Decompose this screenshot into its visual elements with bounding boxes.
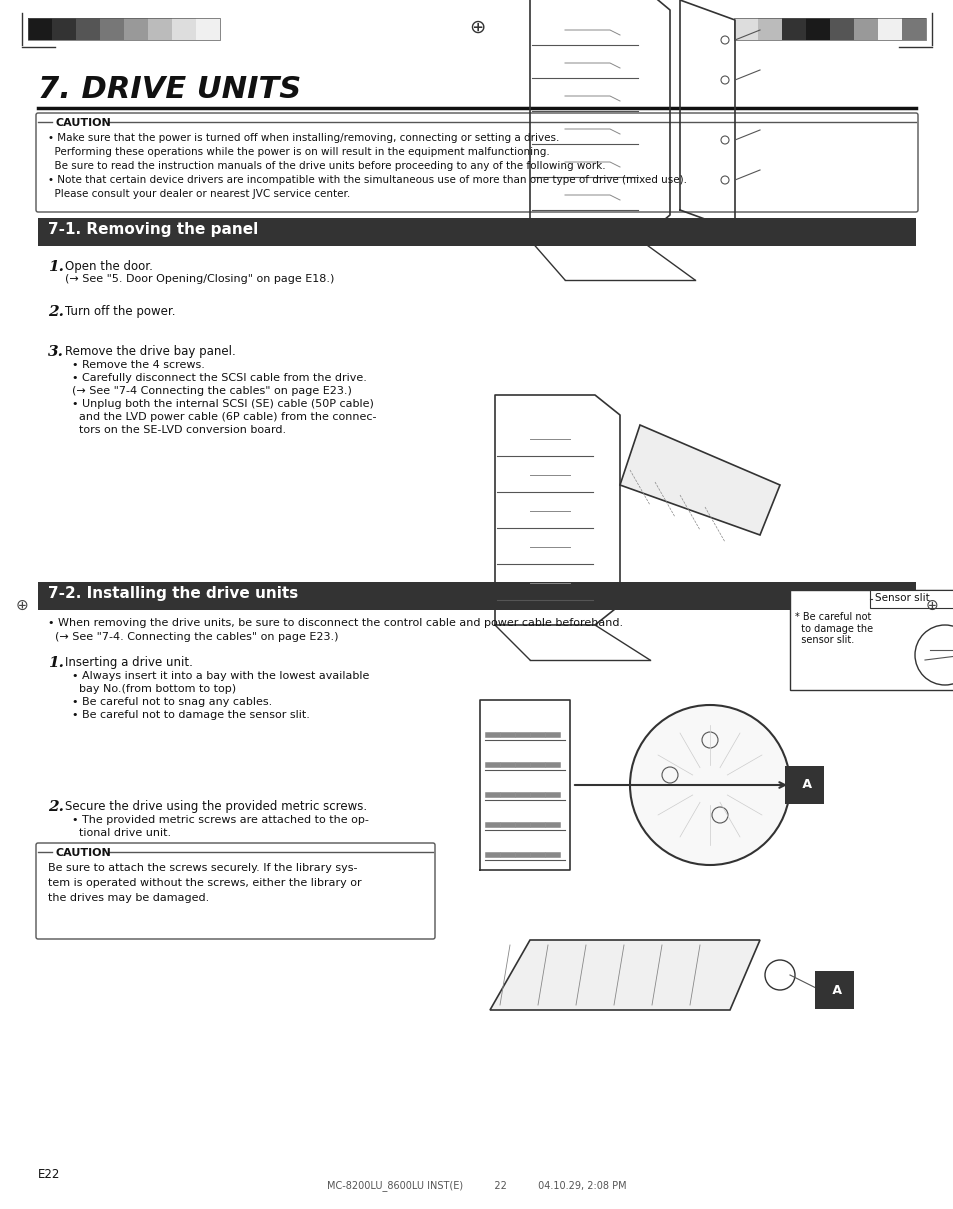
Bar [172,18,195,40]
Bar [853,18,877,40]
Text: • Be careful not to damage the sensor slit.: • Be careful not to damage the sensor sl… [71,710,310,721]
Text: Secure the drive using the provided metric screws.: Secure the drive using the provided metr… [65,800,367,812]
FancyBboxPatch shape [36,843,435,939]
Bar [38,582,915,611]
Bar [28,18,220,40]
Text: Performing these operations while the power is on will result in the equipment m: Performing these operations while the po… [48,147,549,157]
Bar [869,590,953,608]
Text: tors on the SE-LVD conversion board.: tors on the SE-LVD conversion board. [71,426,286,435]
Text: • Carefully disconnect the SCSI cable from the drive.: • Carefully disconnect the SCSI cable fr… [71,374,367,383]
Bar [100,18,124,40]
Bar [733,18,758,40]
Text: MC-8200LU_8600LU INST(E)          22          04.10.29, 2:08 PM: MC-8200LU_8600LU INST(E) 22 04.10.29, 2:… [327,1180,626,1191]
Bar [148,18,172,40]
Text: (→ See "7-4 Connecting the cables" on page E23.): (→ See "7-4 Connecting the cables" on pa… [71,386,352,397]
Circle shape [629,705,789,864]
Text: CAUTION: CAUTION [55,848,111,858]
Text: Remove the drive bay panel.: Remove the drive bay panel. [65,345,235,358]
Text: E22: E22 [38,1168,60,1181]
Bar [28,18,52,40]
Text: • When removing the drive units, be sure to disconnect the control cable and pow: • When removing the drive units, be sure… [48,618,622,627]
Bar [38,218,915,245]
Text: • Be careful not to snag any cables.: • Be careful not to snag any cables. [71,698,272,707]
Text: A: A [827,983,841,996]
Text: 3.: 3. [48,345,64,359]
Text: Open the door.: Open the door. [65,260,152,273]
Bar [758,18,781,40]
Text: tem is operated without the screws, either the library or: tem is operated without the screws, eith… [48,878,361,887]
Polygon shape [619,426,780,536]
FancyBboxPatch shape [36,112,917,212]
Bar [901,18,925,40]
Text: (→ See "7-4. Connecting the cables" on page E23.): (→ See "7-4. Connecting the cables" on p… [48,632,338,642]
Text: Be sure to read the instruction manuals of the drive units before proceeding to : Be sure to read the instruction manuals … [48,161,605,170]
Bar [781,18,805,40]
Text: • Unplug both the internal SCSI (SE) cable (50P cable): • Unplug both the internal SCSI (SE) cab… [71,399,374,409]
Text: ⊕: ⊕ [15,597,29,613]
Text: ⊕: ⊕ [924,597,938,613]
Bar [195,18,220,40]
Text: Inserting a drive unit.: Inserting a drive unit. [65,656,193,669]
Text: Sensor slit: Sensor slit [874,592,929,603]
Text: • The provided metric screws are attached to the op-: • The provided metric screws are attache… [71,815,369,825]
Text: 7. DRIVE UNITS: 7. DRIVE UNITS [38,75,301,104]
Text: the drives may be damaged.: the drives may be damaged. [48,893,209,903]
Text: • Always insert it into a bay with the lowest available: • Always insert it into a bay with the l… [71,671,369,681]
Bar [52,18,76,40]
Text: Turn off the power.: Turn off the power. [65,305,175,318]
Text: * Be careful not
  to damage the
  sensor slit.: * Be careful not to damage the sensor sl… [794,612,872,646]
Text: • Make sure that the power is turned off when installing/removing, connecting or: • Make sure that the power is turned off… [48,133,558,143]
Text: CAUTION: CAUTION [55,118,111,128]
Bar [124,18,148,40]
Polygon shape [490,941,760,1010]
Bar [789,590,953,690]
Text: 2.: 2. [48,800,64,814]
Text: 1.: 1. [48,656,64,670]
Bar [76,18,100,40]
Text: Be sure to attach the screws securely. If the library sys-: Be sure to attach the screws securely. I… [48,863,357,873]
Text: ⊕: ⊕ [468,17,485,36]
Bar [805,18,829,40]
Text: • Remove the 4 screws.: • Remove the 4 screws. [71,360,205,370]
Text: 7-2. Installing the drive units: 7-2. Installing the drive units [48,586,298,601]
Bar [829,18,853,40]
Text: 2.: 2. [48,305,64,319]
Text: (→ See "5. Door Opening/Closing" on page E18.): (→ See "5. Door Opening/Closing" on page… [65,274,334,284]
Text: Please consult your dealer or nearest JVC service center.: Please consult your dealer or nearest JV… [48,189,350,199]
Text: • Note that certain device drivers are incompatible with the simultaneous use of: • Note that certain device drivers are i… [48,175,686,185]
Text: A: A [797,779,811,792]
Text: and the LVD power cable (6P cable) from the connec-: and the LVD power cable (6P cable) from … [71,412,376,422]
Text: 1.: 1. [48,260,64,274]
Bar [877,18,901,40]
Bar [733,18,925,40]
Text: tional drive unit.: tional drive unit. [71,828,171,838]
Text: 7-1. Removing the panel: 7-1. Removing the panel [48,222,258,237]
Text: bay No.(from bottom to top): bay No.(from bottom to top) [71,684,236,694]
